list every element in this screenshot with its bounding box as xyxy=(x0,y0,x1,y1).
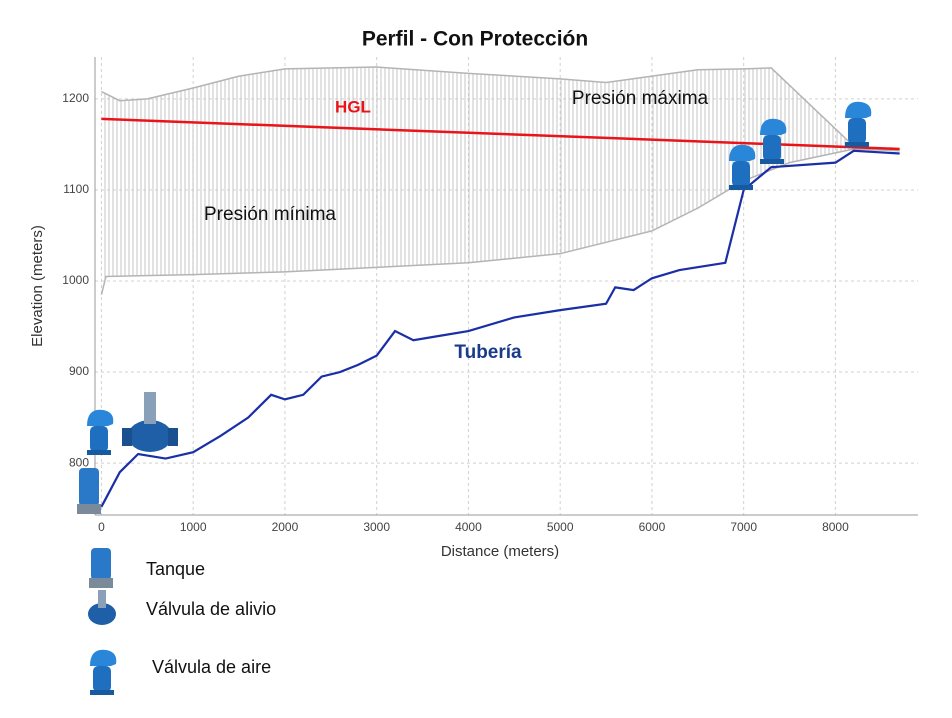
series-line xyxy=(100,148,900,295)
air-valve-icon xyxy=(87,409,114,455)
y-tick-label: 800 xyxy=(69,455,89,469)
plot-area: 0 1000 2000 3000 4000 5000 6000 7000 8000 800 900 1… xyxy=(62,57,918,534)
y-tick-label: 1000 xyxy=(62,273,89,287)
annotation: HGL xyxy=(335,97,371,116)
legend-label: Válvula de aire xyxy=(152,657,271,677)
y-axis-label: Elevation (meters) xyxy=(29,225,46,347)
x-tick-label: 5000 xyxy=(547,520,574,534)
x-tick-label: 0 xyxy=(98,520,105,534)
pressure-band xyxy=(101,67,900,295)
annotation: Tubería xyxy=(454,342,522,363)
relief-valve-icon xyxy=(88,590,116,625)
series-line xyxy=(100,149,900,508)
x-tick-label: 8000 xyxy=(822,520,849,534)
x-tick-label: 2000 xyxy=(272,520,299,534)
relief-valve-icon xyxy=(122,392,178,452)
tank-icon xyxy=(89,548,113,588)
annotation: Presión máxima xyxy=(572,88,709,109)
y-tick-label: 1200 xyxy=(62,91,89,105)
x-tick-label: 3000 xyxy=(363,520,390,534)
x-axis-label: Distance (meters) xyxy=(441,543,559,560)
legend: Tanque Válvula de alivio Válvula de aire xyxy=(88,548,276,695)
legend-label: Válvula de alivio xyxy=(146,599,276,619)
x-tick-label: 1000 xyxy=(180,520,207,534)
x-tick-label: 6000 xyxy=(639,520,666,534)
air-valve-icon xyxy=(845,101,872,147)
y-tick-label: 900 xyxy=(69,364,89,378)
air-valve-icon xyxy=(90,649,117,695)
tank-icon xyxy=(77,468,101,514)
annotation: Presión mínima xyxy=(204,204,336,225)
x-tick-label: 4000 xyxy=(455,520,482,534)
legend-label: Tanque xyxy=(146,559,205,579)
y-tick-label: 1100 xyxy=(63,182,89,196)
x-tick-label: 7000 xyxy=(730,520,757,534)
series-line xyxy=(101,66,900,152)
chart-title: Perfil - Con Protección xyxy=(362,28,588,51)
